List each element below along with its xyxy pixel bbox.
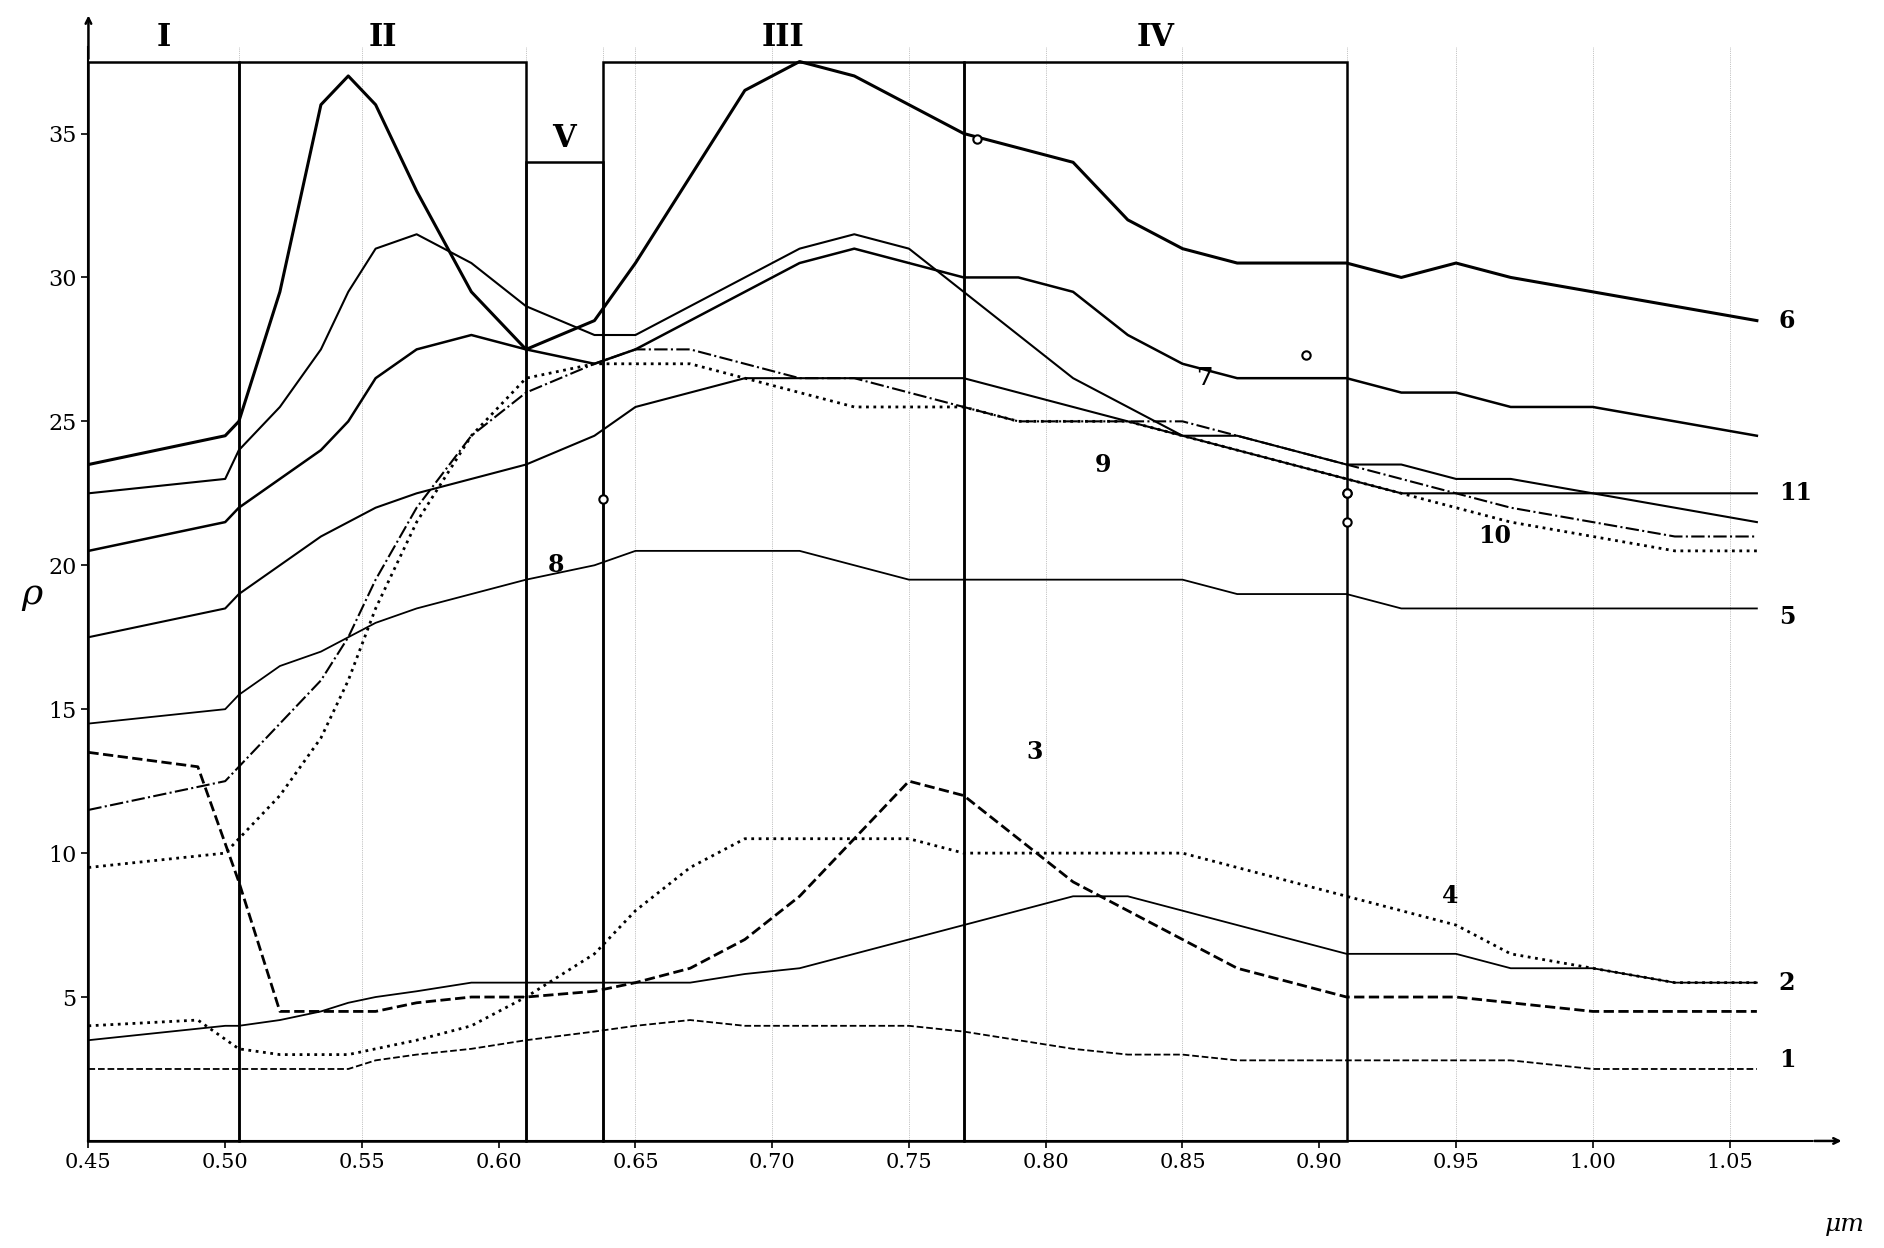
Text: II: II <box>367 22 398 52</box>
Bar <box>965 61 1347 1141</box>
Text: IV: IV <box>1136 22 1174 52</box>
Text: 1: 1 <box>1778 1048 1795 1072</box>
Text: 10: 10 <box>1477 524 1511 548</box>
Bar <box>89 61 239 1141</box>
Text: 11: 11 <box>1778 482 1812 505</box>
Text: I: I <box>156 22 171 52</box>
Text: III: III <box>761 22 804 52</box>
Text: 5: 5 <box>1778 605 1795 629</box>
Text: V: V <box>552 122 577 154</box>
Text: 6: 6 <box>1778 308 1795 333</box>
Y-axis label: ρ: ρ <box>21 577 41 612</box>
Text: μm: μm <box>1826 1213 1865 1236</box>
Bar <box>526 162 603 1141</box>
Bar <box>603 61 965 1141</box>
Text: 7: 7 <box>1196 366 1213 391</box>
Bar <box>239 61 526 1141</box>
Text: 2: 2 <box>1778 971 1795 995</box>
Text: 4: 4 <box>1443 885 1458 909</box>
Text: 8: 8 <box>548 553 565 578</box>
Text: 3: 3 <box>1027 740 1044 764</box>
Text: 9: 9 <box>1095 453 1112 477</box>
